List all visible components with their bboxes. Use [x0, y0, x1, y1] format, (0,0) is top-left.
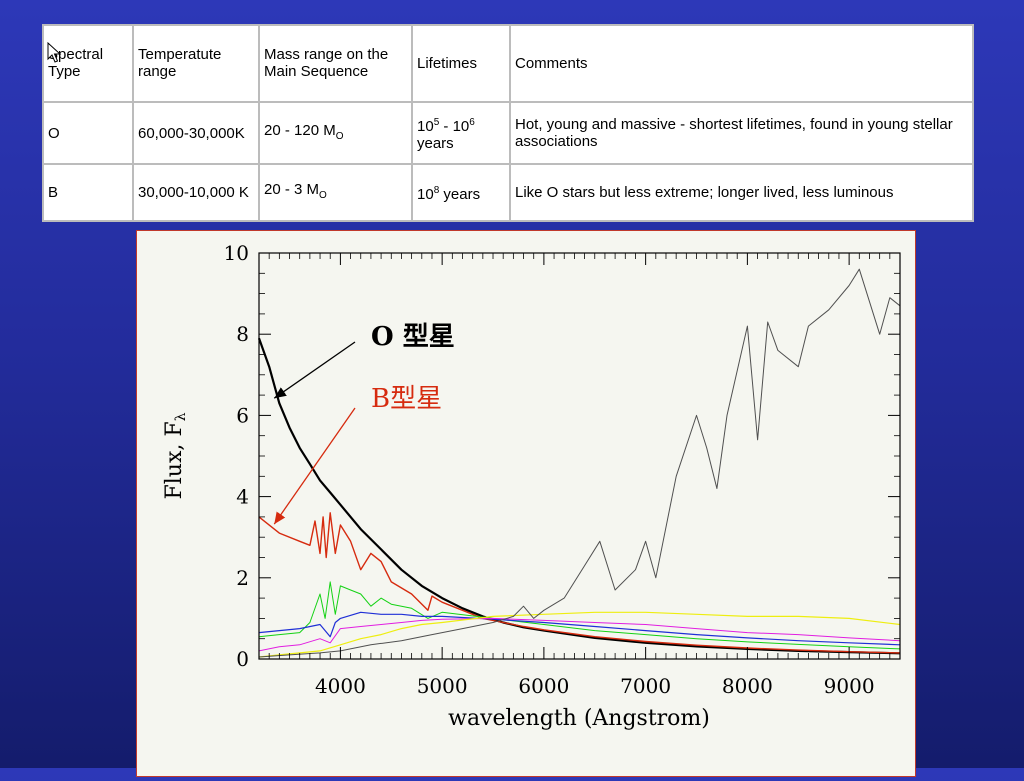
series-line-o-star — [257, 337, 901, 655]
spectrum-chart: 4000 5000 6000 7000 8000 9000 0 2 4 6 8 10 waveleng… — [162, 241, 901, 731]
life-base: 10 — [417, 118, 434, 136]
cell-comment: Like O stars but less extreme; longer li… — [509, 163, 974, 222]
plot-frame — [258, 252, 901, 660]
cell-type: O — [42, 100, 134, 166]
x-tick-label: 6000 — [518, 674, 569, 698]
cell-comment: Hot, young and massive - shortest lifeti… — [509, 100, 974, 166]
y-tick-label: 2 — [236, 566, 249, 590]
series-line-g-star — [258, 617, 901, 652]
spectrum-chart-panel: 4000 5000 6000 7000 8000 9000 0 2 4 6 8 10 waveleng… — [136, 230, 916, 777]
x-axis-label: wavelength (Angstrom) — [448, 706, 710, 731]
life-base: 10 — [417, 186, 434, 204]
mass-text: 20 - 120 M — [264, 121, 336, 139]
cell-temperature: 60,000-30,000K — [132, 100, 260, 166]
life-exp2: 6 — [469, 117, 475, 129]
cell-lifetime: 105 - 106 years — [411, 100, 511, 166]
y-tick-label: 10 — [224, 241, 249, 265]
cell-temperature: 30,000-10,000 K — [132, 163, 260, 222]
x-tick-label: 9000 — [824, 674, 875, 698]
annotation-label: O 型星 — [371, 322, 455, 352]
mass-sub: O — [319, 190, 327, 202]
y-axis-label: Flux, Fλ — [162, 412, 189, 499]
header-lifetimes: Lifetimes — [411, 24, 511, 103]
series-line-m-star — [258, 268, 901, 658]
life-mid: - 10 — [439, 118, 470, 136]
life-unit: years — [439, 186, 481, 204]
header-spectral-type: Spectral Type — [42, 24, 134, 103]
cell-lifetime: 108 years — [411, 163, 511, 222]
series-line-b-star — [258, 512, 901, 654]
header-comments: Comments — [509, 24, 974, 103]
table-row: O 60,000-30,000K 20 - 120 MO 105 - 106 y… — [42, 100, 974, 166]
annotation-arrow — [273, 407, 356, 525]
y-axis-label-main: Flux, F — [162, 421, 187, 499]
y-axis-label-sub: λ — [173, 412, 189, 421]
y-tick-label: 8 — [236, 322, 249, 346]
series-line-f-star — [258, 611, 901, 646]
annotation-arrow — [273, 341, 356, 399]
table-row: B 30,000-10,000 K 20 - 3 MO 108 years Li… — [42, 163, 974, 222]
header-mass-range: Mass range on the Main Sequence — [258, 24, 413, 103]
cell-type: B — [42, 163, 134, 222]
y-tick-label: 0 — [236, 647, 249, 671]
header-temperature-range: Temperatute range — [132, 24, 260, 103]
series-line-a-star — [258, 581, 901, 650]
cell-mass: 20 - 120 MO — [258, 100, 413, 166]
spectral-type-table: Spectral Type Temperatute range Mass ran… — [42, 24, 974, 222]
life-unit: years — [417, 135, 454, 153]
x-tick-label: 8000 — [722, 674, 773, 698]
y-tick-label: 6 — [236, 403, 249, 427]
mass-text: 20 - 3 M — [264, 181, 320, 199]
mouse-cursor-icon — [47, 42, 62, 63]
x-tick-label: 5000 — [417, 674, 468, 698]
mass-sub: O — [335, 130, 344, 142]
y-tick-label: 4 — [236, 485, 249, 509]
x-tick-label: 7000 — [620, 674, 671, 698]
annotation-label: B型星 — [371, 384, 442, 414]
life-exp: 5 — [433, 117, 440, 129]
table-header-row: Spectral Type Temperatute range Mass ran… — [42, 24, 974, 103]
cell-mass: 20 - 3 MO — [258, 163, 413, 222]
series-line-k-star — [258, 611, 901, 658]
x-tick-label: 4000 — [315, 674, 366, 698]
life-exp: 8 — [433, 185, 440, 197]
